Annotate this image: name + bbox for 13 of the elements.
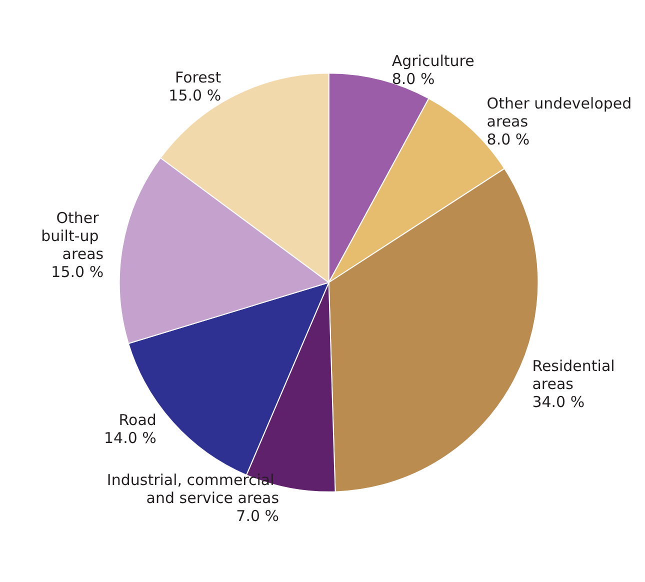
data-label: 15.0 % bbox=[51, 263, 104, 282]
data-label: 34.0 % bbox=[532, 393, 585, 412]
data-label: 14.0 % bbox=[104, 428, 156, 447]
slice-label: Other built-up areas bbox=[41, 209, 104, 264]
data-label: 8.0 % bbox=[392, 70, 435, 88]
slice-label: Residential areas bbox=[532, 357, 620, 394]
slice-label: Road bbox=[118, 410, 156, 429]
data-label: 7.0 % bbox=[236, 507, 280, 526]
slice-label: Other undeveloped areas bbox=[486, 94, 636, 130]
slice-label: Forest bbox=[175, 68, 222, 87]
data-label: 15.0 % bbox=[168, 86, 222, 105]
data-label: 8.0 % bbox=[486, 130, 530, 148]
slice-label: Agriculture bbox=[392, 52, 474, 70]
